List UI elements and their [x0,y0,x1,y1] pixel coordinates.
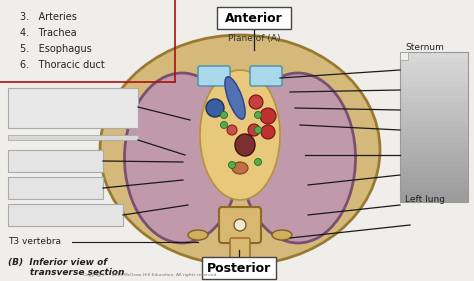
FancyBboxPatch shape [8,204,123,226]
FancyBboxPatch shape [8,150,103,172]
FancyBboxPatch shape [8,177,103,199]
Ellipse shape [225,77,245,119]
Ellipse shape [232,162,248,174]
Circle shape [260,108,276,124]
Bar [400,172,468,178]
Bar [400,152,468,158]
Bar [400,52,468,58]
Text: Anterior: Anterior [225,12,283,24]
Bar [400,117,468,123]
Bar [400,52,408,60]
Bar [400,97,468,103]
FancyBboxPatch shape [217,7,291,29]
Text: Left lung: Left lung [405,196,445,205]
FancyBboxPatch shape [8,135,138,140]
Text: 4.   Trachea: 4. Trachea [20,28,77,38]
Bar [400,72,468,78]
Bar [400,67,468,73]
Text: T3 vertebra: T3 vertebra [8,237,61,246]
FancyBboxPatch shape [198,66,230,86]
Bar [400,102,468,108]
Bar [400,167,468,173]
Ellipse shape [272,230,292,240]
Text: (B)  Inferior view of
       transverse section: (B) Inferior view of transverse section [8,258,124,277]
Bar [400,122,468,128]
Circle shape [255,112,262,119]
Bar [400,192,468,198]
Bar [400,197,468,203]
Circle shape [227,125,237,135]
Bar [400,82,468,88]
FancyBboxPatch shape [219,207,261,243]
Text: Plane of (A): Plane of (A) [228,34,280,43]
Text: 6.   Thoracic duct: 6. Thoracic duct [20,60,105,70]
Text: Posterior: Posterior [207,262,271,275]
Bar [400,187,468,193]
Circle shape [255,158,262,166]
Bar [400,182,468,188]
Bar [400,62,468,68]
Ellipse shape [200,70,280,200]
Ellipse shape [100,35,380,265]
Circle shape [220,112,228,119]
Circle shape [248,124,260,136]
Circle shape [220,121,228,128]
Bar [400,57,468,63]
Bar [400,132,468,138]
FancyBboxPatch shape [202,257,276,279]
Bar [400,162,468,168]
Circle shape [249,95,263,109]
Text: 3.   Arteries: 3. Arteries [20,12,77,22]
Bar [400,137,468,143]
Bar [400,177,468,183]
Text: 5.   Esophagus: 5. Esophagus [20,44,92,54]
Bar [400,107,468,113]
Circle shape [255,126,262,133]
Bar [400,157,468,163]
FancyBboxPatch shape [8,88,138,128]
Bar [400,112,468,118]
Text: Copyright © 2015 McGraw-Hill Education. All rights reserved.: Copyright © 2015 McGraw-Hill Education. … [82,273,217,277]
Bar [400,77,468,83]
Circle shape [228,162,236,169]
Bar [400,87,468,93]
Ellipse shape [125,73,239,243]
Text: Sternum: Sternum [405,42,444,51]
Bar [400,92,468,98]
FancyBboxPatch shape [250,66,282,86]
Ellipse shape [235,134,255,156]
Circle shape [261,125,275,139]
Bar [400,147,468,153]
Circle shape [234,219,246,231]
Bar [400,127,468,133]
Circle shape [206,99,224,117]
Ellipse shape [240,73,356,243]
FancyBboxPatch shape [230,238,250,264]
Bar [400,142,468,148]
Ellipse shape [188,230,208,240]
